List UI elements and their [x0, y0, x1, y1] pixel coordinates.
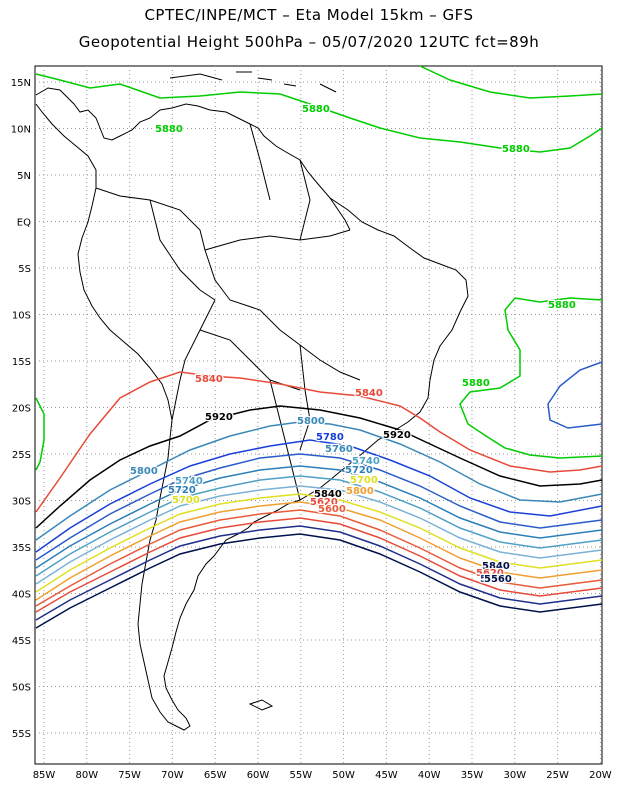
coastlines	[35, 71, 469, 731]
contour-label: 5760	[325, 444, 353, 455]
contour-5700	[35, 475, 603, 577]
contour-5560	[35, 533, 603, 629]
lat-tick-label: 40S	[12, 590, 31, 601]
contour-label: 5600	[318, 504, 346, 515]
contour-label: 5740	[175, 476, 203, 487]
plot-frame	[34, 65, 603, 765]
contour-label: 5920	[205, 412, 233, 423]
contour-5760	[35, 439, 603, 553]
contour-label: 5560	[484, 574, 512, 585]
falkland-islands	[248, 699, 274, 711]
lat-tick-label: 55S	[12, 729, 31, 740]
contour-5600	[35, 517, 603, 613]
contour-5880-west	[35, 397, 45, 471]
contour-5740	[35, 453, 603, 561]
contour-label: 5620	[476, 568, 504, 579]
lon-tick-label: 30W	[503, 770, 526, 781]
contour-label: 5880	[302, 104, 330, 115]
map-subtitle: Geopotential Height 500hPa – 05/07/2020 …	[78, 33, 540, 51]
contour-label: 5780	[316, 432, 344, 443]
lat-tick-label: 10S	[12, 311, 31, 322]
lon-tick-label: 55W	[289, 770, 312, 781]
lon-tick-label: 75W	[118, 770, 141, 781]
lon-tick-label: 65W	[204, 770, 227, 781]
contour-label: 5740	[352, 456, 380, 467]
lat-tick-label: 5N	[17, 171, 31, 182]
contour-label: 5840	[355, 388, 383, 399]
contour-label: 5700	[172, 495, 200, 506]
contour-5800	[35, 421, 603, 541]
lat-tick-label: 10N	[11, 125, 31, 136]
map-title: CPTEC/INPE/MCT – Eta Model 15km – GFS	[144, 6, 474, 24]
contour-label: 5800	[346, 486, 374, 497]
lon-tick-label: 70W	[161, 770, 184, 781]
contour-label: 5800	[297, 416, 325, 427]
lat-tick-label: 15N	[11, 78, 31, 89]
contour-label: 5880	[548, 300, 576, 311]
lon-tick-label: 35W	[461, 770, 484, 781]
country-borders	[95, 123, 361, 501]
contour-label: 5720	[168, 485, 196, 496]
lat-tick-label: 50S	[12, 683, 31, 694]
contour-label: 5840	[314, 489, 342, 500]
axis-tick-labels: 15N 10N 5N EQ 5S 10S 15S 20S 25S 30S 35S 40S 45S 50S 5…	[11, 78, 612, 781]
contour-label: 5840	[482, 561, 510, 572]
contour-5880-south	[459, 297, 603, 459]
lon-tick-label: 40W	[418, 770, 441, 781]
lat-tick-label: 5S	[18, 264, 31, 275]
contour-label: 5880	[462, 378, 490, 389]
contour-5880-north	[35, 73, 603, 153]
contour-label: 5840	[195, 374, 223, 385]
lat-tick-label: 25S	[12, 450, 31, 461]
contour-5840-ring	[547, 361, 603, 429]
contour-5580	[35, 525, 603, 621]
south-america-coast	[35, 87, 469, 731]
lon-tick-label: 25W	[546, 770, 569, 781]
contour-label: 5880	[155, 124, 183, 135]
contour-5880-top	[419, 65, 603, 99]
contour-label: 5580	[480, 574, 508, 585]
contour-label: 5880	[502, 144, 530, 155]
contour-label: 5620	[310, 497, 338, 508]
lat-tick-label: 45S	[12, 636, 31, 647]
lat-tick-label: EQ	[17, 218, 31, 229]
contour-labels: 5880 5880 5880 5880 5880 5840 5840 5920 …	[129, 103, 577, 587]
lon-tick-label: 45W	[375, 770, 398, 781]
contour-5840	[35, 371, 603, 513]
lat-tick-label: 30S	[12, 497, 31, 508]
lat-tick-label: 15S	[12, 357, 31, 368]
contour-5920	[35, 405, 603, 529]
contour-lines	[35, 65, 603, 629]
lon-tick-label: 50W	[332, 770, 355, 781]
contour-5620	[35, 509, 603, 607]
lat-tick-label: 35S	[12, 543, 31, 554]
contour-label: 5800	[130, 466, 158, 477]
contour-5720	[35, 465, 603, 569]
lon-tick-label: 80W	[75, 770, 98, 781]
contour-5660	[35, 493, 603, 593]
contour-label: 5920	[383, 430, 411, 441]
contour-label: 5700	[350, 475, 378, 486]
lat-tick-label: 20S	[12, 404, 31, 415]
contour-5640	[35, 501, 603, 601]
contour-label: 5720	[345, 465, 373, 476]
lon-tick-label: 20W	[589, 770, 612, 781]
contour-5680	[35, 485, 603, 585]
lon-tick-label: 85W	[33, 770, 56, 781]
caribbean-islands	[169, 71, 337, 93]
lon-tick-label: 60W	[247, 770, 270, 781]
